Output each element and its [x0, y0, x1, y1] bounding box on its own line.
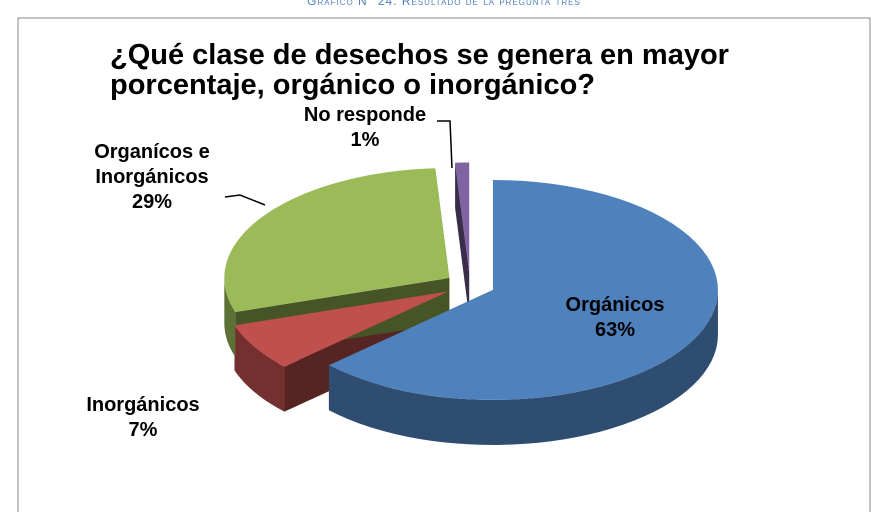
value-label: 29% [131, 191, 173, 213]
value-label: 7% [128, 419, 158, 441]
caption: Gráfico N° 24: Resultado de la pregunta … [307, 0, 581, 8]
category-label: Orgánicos [565, 294, 665, 316]
category-label: No responde [303, 104, 427, 126]
leader-line [224, 194, 266, 206]
data-label: Organícos e Inorgánicos 29% [72, 140, 232, 215]
slice-side [234, 325, 285, 412]
category-label: Organícos e Inorgánicos [94, 141, 210, 188]
slice-wall [455, 162, 470, 318]
slice-side [224, 277, 236, 357]
data-label: Orgánicos 63% [515, 293, 715, 343]
value-label: 63% [594, 319, 636, 341]
chart-title: ¿Qué clase de desechos se genera en mayo… [110, 39, 729, 101]
slice-side [328, 289, 718, 445]
pie-slice [234, 291, 449, 367]
data-label: No responde 1% [265, 103, 465, 153]
data-label: Inorgánicos 7% [53, 393, 233, 443]
pie-slice [328, 179, 718, 400]
leader-line [437, 120, 453, 169]
pie-slice [455, 162, 470, 273]
pie-slice [224, 168, 450, 312]
value-label: 1% [350, 129, 380, 151]
category-label: Inorgánicos [86, 394, 200, 416]
chart-frame [17, 17, 871, 512]
